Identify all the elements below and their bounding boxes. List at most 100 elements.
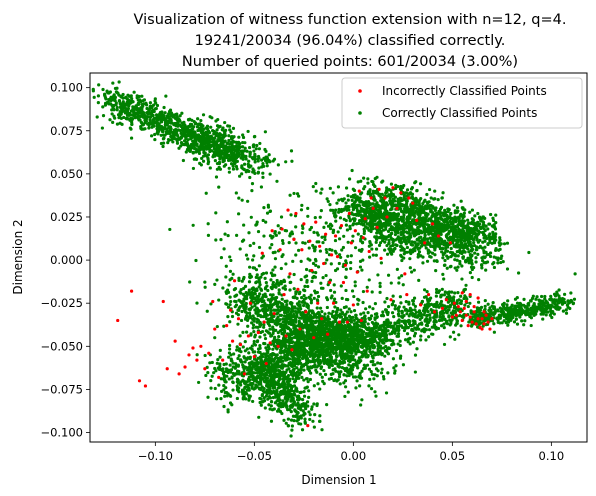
data-point-correct	[350, 203, 354, 207]
data-point-correct	[223, 394, 227, 398]
data-point-correct	[236, 322, 240, 326]
data-point-correct	[438, 247, 442, 251]
data-point-correct	[468, 271, 472, 275]
data-point-correct	[351, 375, 356, 379]
data-point-correct	[247, 159, 251, 163]
data-point-correct	[376, 347, 380, 351]
data-point-correct	[277, 365, 281, 369]
data-point-correct	[148, 118, 152, 122]
data-point-correct	[326, 224, 331, 228]
data-point-correct	[107, 97, 111, 102]
data-point-correct	[352, 362, 356, 367]
data-point-correct	[461, 255, 465, 259]
data-point-correct	[227, 351, 232, 355]
data-point-correct	[419, 209, 424, 213]
data-point-correct	[406, 237, 410, 241]
data-point-correct	[158, 110, 163, 115]
data-point-correct	[252, 149, 256, 153]
data-point-correct	[466, 218, 470, 222]
data-point-correct	[175, 141, 180, 145]
data-point-correct	[400, 198, 404, 202]
data-point-correct	[306, 380, 310, 384]
data-point-correct	[291, 318, 296, 322]
data-point-correct	[306, 304, 310, 308]
data-point-correct	[445, 213, 449, 218]
data-point-correct	[323, 323, 328, 327]
data-point-correct	[431, 233, 435, 237]
data-point-correct	[191, 130, 195, 134]
data-point-correct	[233, 286, 238, 291]
data-point-correct	[278, 318, 282, 322]
data-point-correct	[474, 245, 479, 249]
data-point-correct	[174, 132, 178, 137]
data-point-correct	[467, 261, 471, 265]
data-point-correct	[470, 262, 474, 266]
data-point-correct	[453, 209, 457, 213]
data-point-correct	[431, 238, 436, 242]
data-point-correct	[452, 203, 456, 207]
data-point-correct	[219, 133, 223, 137]
data-point-correct	[337, 375, 342, 379]
data-point-correct	[211, 155, 215, 159]
data-point-correct	[310, 324, 314, 328]
data-point-correct	[309, 301, 313, 305]
data-point-correct	[243, 360, 247, 364]
data-point-correct	[312, 384, 316, 388]
data-point-correct	[125, 108, 129, 112]
data-point-correct	[255, 143, 259, 148]
data-point-correct	[395, 204, 399, 208]
data-point-correct	[228, 142, 232, 146]
data-point-correct	[185, 140, 189, 144]
data-point-correct	[343, 394, 347, 399]
data-point-correct	[230, 314, 235, 319]
data-point-correct	[171, 140, 175, 144]
data-point-correct	[241, 330, 245, 334]
data-point-correct	[315, 312, 319, 316]
data-point-correct	[179, 144, 183, 148]
data-point-correct	[306, 312, 310, 316]
data-point-correct	[248, 154, 252, 158]
data-point-correct	[356, 209, 360, 213]
data-point-correct	[311, 184, 315, 189]
data-point-correct	[397, 226, 401, 230]
data-point-correct	[497, 248, 501, 252]
data-point-correct	[370, 372, 374, 377]
data-point-correct	[368, 209, 372, 213]
data-point-correct	[393, 369, 397, 373]
data-point-correct	[308, 309, 312, 313]
data-point-correct	[394, 243, 398, 247]
data-point-correct	[336, 306, 340, 311]
data-point-correct	[264, 346, 268, 350]
data-point-correct	[461, 250, 465, 254]
data-point-correct	[250, 321, 254, 325]
data-point-correct	[318, 335, 323, 339]
data-point-correct	[375, 374, 379, 378]
data-point-correct	[357, 356, 361, 360]
data-point-correct	[182, 131, 186, 135]
data-point-correct	[445, 254, 449, 258]
data-point-correct	[466, 247, 470, 251]
data-point-correct	[453, 258, 457, 262]
data-point-correct	[140, 94, 144, 98]
data-point-correct	[231, 151, 236, 155]
data-point-correct	[261, 303, 265, 308]
data-point-correct	[309, 293, 313, 297]
data-point-correct	[453, 266, 457, 270]
data-point-correct	[477, 278, 481, 282]
data-point-correct	[476, 252, 480, 256]
data-point-correct	[241, 345, 245, 349]
data-point-correct	[262, 341, 266, 346]
data-point-correct	[266, 308, 270, 312]
data-point-correct	[244, 291, 248, 295]
data-point-correct	[149, 112, 153, 116]
data-point-correct	[384, 205, 388, 209]
data-point-correct	[161, 141, 166, 145]
data-point-correct	[370, 202, 374, 206]
data-point-correct	[226, 124, 230, 128]
data-point-correct	[370, 179, 374, 184]
data-point-correct	[278, 309, 282, 313]
title-line-2: 19241/20034 (96.04%) classified correctl…	[195, 33, 506, 49]
data-point-correct	[255, 288, 259, 292]
data-point-correct	[308, 377, 313, 382]
data-point-correct	[376, 361, 380, 365]
